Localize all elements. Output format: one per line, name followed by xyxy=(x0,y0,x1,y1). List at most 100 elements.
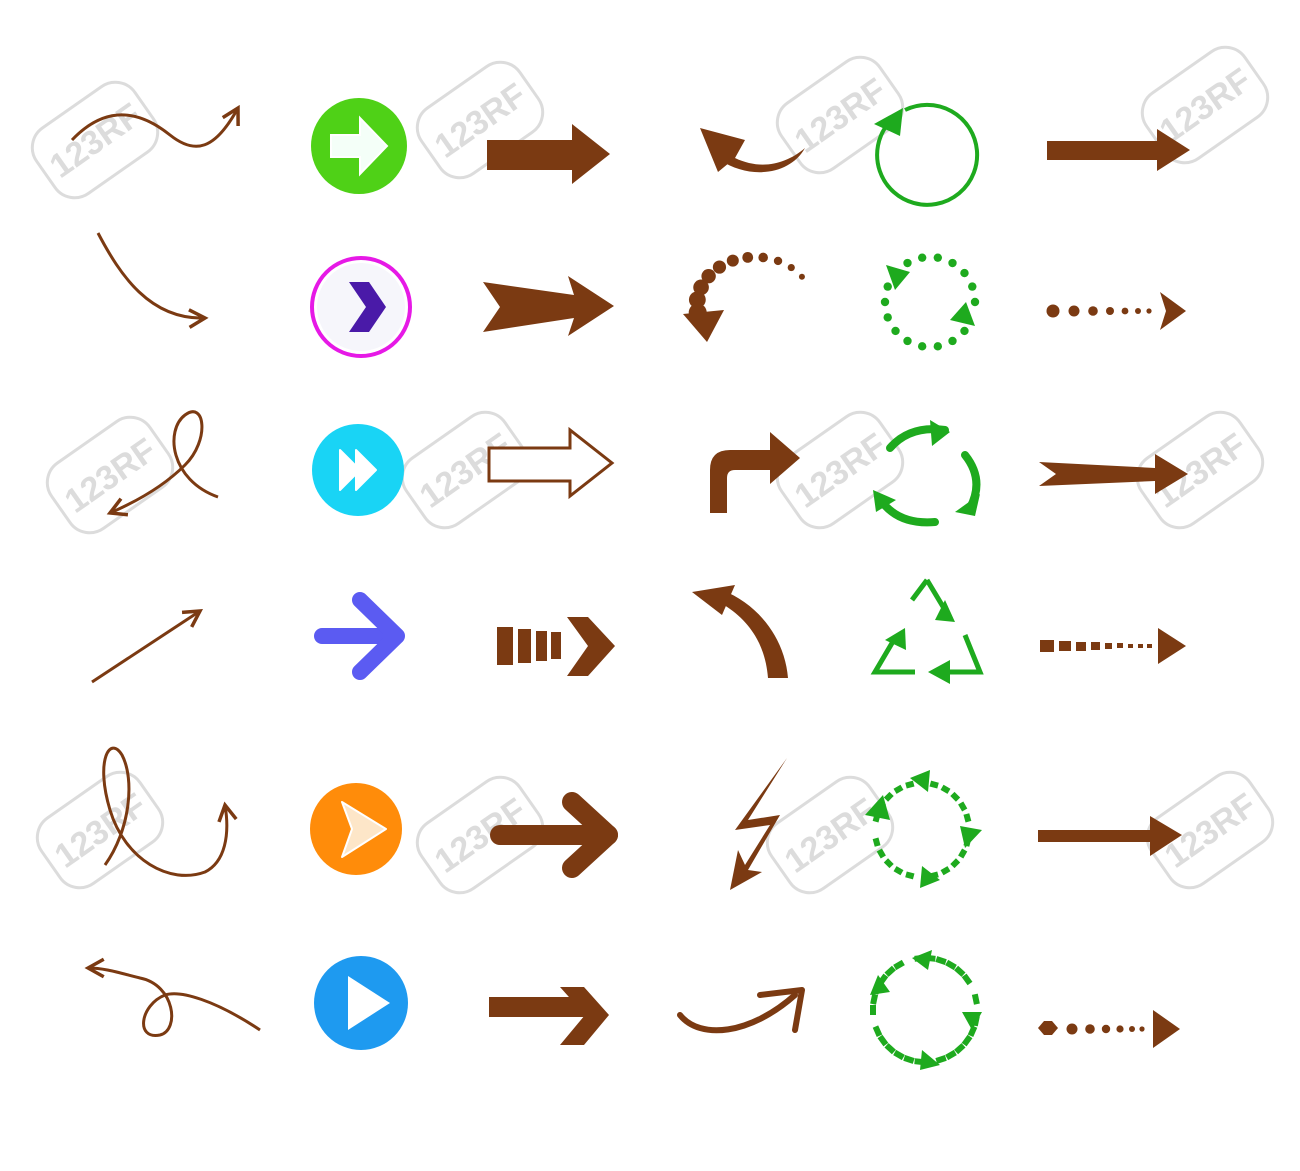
dashed-circle-segment xyxy=(905,871,915,880)
dash-circle-segment xyxy=(884,1043,896,1055)
watermark-stamp: 123RF xyxy=(775,410,905,530)
dotted-curve-dot xyxy=(712,260,727,274)
striped-chevron-arrow-icon xyxy=(497,617,615,676)
dash-circle-segment xyxy=(872,1025,883,1037)
dotted-circle-dot xyxy=(960,326,969,336)
dash-circle-segment xyxy=(914,954,925,962)
bead-dot xyxy=(1129,1026,1135,1032)
block-chevron-arrow-icon xyxy=(489,987,609,1045)
dotted-curve-dot xyxy=(693,279,709,296)
outline-arrow-icon xyxy=(487,426,615,500)
dash-circle-segment xyxy=(971,1015,980,1027)
notched-arrow-icon xyxy=(483,276,614,336)
tapered-arrow-icon xyxy=(1039,454,1188,494)
dashed-circle-segment xyxy=(958,848,968,859)
dotted-circle-dot xyxy=(880,297,890,307)
dotted-arrow-dot xyxy=(1146,308,1152,314)
dash-circle-segment xyxy=(961,973,973,986)
recycle-triangle-icon xyxy=(870,578,984,684)
smile-curve-arrow-icon xyxy=(677,987,805,1034)
circular-refresh-icon xyxy=(874,102,980,207)
dotted-arrow-dot xyxy=(1046,304,1060,318)
dash-circle-segment xyxy=(954,965,966,977)
dashed-circle-segment xyxy=(958,801,968,812)
bead-dot xyxy=(1116,1025,1124,1033)
play-circle-orange-icon xyxy=(310,783,402,875)
dotted-arrow-dot xyxy=(1068,305,1080,317)
dash-circle-segment xyxy=(877,973,889,986)
curved-back-arrow-icon xyxy=(700,128,805,173)
dashed-arrow-segment xyxy=(1040,640,1054,652)
watermark-stamp: 123RF xyxy=(765,775,895,895)
dotted-circle-dot xyxy=(917,253,927,262)
dashed-circle-segment xyxy=(893,866,904,876)
dashed-arrow-icon xyxy=(1158,628,1186,664)
dash-circle-segment xyxy=(870,993,879,1005)
dash-circle-segment xyxy=(903,1055,915,1064)
rounded-arrow-icon xyxy=(314,592,405,680)
dashed-circle-segment xyxy=(963,837,972,847)
swoosh-arrow-icon xyxy=(96,232,205,318)
diagonal-arrow-icon xyxy=(91,611,200,684)
dashed-circle-segment xyxy=(876,848,886,859)
dotted-arrow-icon xyxy=(1160,292,1186,330)
dash-circle-segment xyxy=(945,1049,957,1061)
fast-forward-circle-icon xyxy=(312,424,404,516)
dashed-circle-segment xyxy=(940,866,951,876)
dash-circle-segment xyxy=(914,1058,925,1066)
bead-dot xyxy=(1066,1023,1078,1035)
dashed-circle-segment xyxy=(905,780,915,789)
dotted-circle-dot xyxy=(883,313,892,322)
thick-chevron-arrow-icon xyxy=(490,792,618,878)
dash-segment-circle-icon xyxy=(870,950,982,1070)
dotted-circle-dot xyxy=(970,297,980,307)
dashed-circle-segment xyxy=(929,780,939,789)
dashed-circle-segment xyxy=(940,784,951,794)
dotted-curve-dot xyxy=(726,254,739,267)
circle-arrow-green-icon xyxy=(311,98,407,194)
plain-arrow-icon xyxy=(1038,816,1182,856)
curly-back-arrow-icon xyxy=(88,968,261,1037)
dotted-arrow-dot xyxy=(1135,308,1141,314)
play-circle-blue-icon xyxy=(314,956,408,1050)
dotted-circle-dot xyxy=(891,326,900,336)
dashed-circle-segment xyxy=(929,871,939,880)
dash-circle-segment xyxy=(967,1025,978,1037)
watermark-stamp: 123RF xyxy=(30,80,160,200)
dash-circle-segment xyxy=(961,1034,973,1047)
dashed-arrow-segment xyxy=(1117,643,1123,648)
loop-curl-arrow-icon xyxy=(102,746,227,877)
dash-circle-segment xyxy=(925,954,936,962)
wavy-arrow-icon xyxy=(70,108,238,148)
dashed-arrow-segment xyxy=(1105,643,1112,649)
lightning-arrow-icon xyxy=(730,758,787,890)
dashed-arrow-segment xyxy=(1091,642,1100,650)
dash-circle-segment xyxy=(872,983,883,995)
dotted-arrow-dot xyxy=(1121,307,1129,315)
dash-circle-segment xyxy=(945,959,957,971)
dotted-curve-dot xyxy=(787,263,795,272)
dotted-circle-dot xyxy=(883,282,892,291)
dotted-circle-arrows-icon xyxy=(886,265,975,326)
dotted-curve-dot xyxy=(688,291,706,309)
dotted-arrow-dot xyxy=(1088,306,1098,316)
dashed-circle-segment xyxy=(950,858,961,869)
watermark-stamp: 123RF xyxy=(35,770,165,890)
dashed-circle-segment xyxy=(872,813,881,823)
dotted-circle-dot xyxy=(960,268,969,278)
dashed-circle-segment xyxy=(872,837,881,847)
dashed-circle-segment xyxy=(950,791,961,802)
dotted-circle-dot xyxy=(968,282,977,291)
dash-circle-segment xyxy=(954,1043,966,1055)
dashed-arrow-segment xyxy=(1138,644,1143,648)
dotted-circle-dot xyxy=(933,253,943,262)
dotted-curve-dot xyxy=(773,256,783,266)
dotted-curve-dot xyxy=(742,251,754,263)
dash-circle-segment xyxy=(884,965,896,977)
svg-text:123RF: 123RF xyxy=(778,791,883,881)
dashed-circle-arrows-icon xyxy=(865,770,982,888)
dash-circle-segment xyxy=(935,956,947,965)
svg-text:123RF: 123RF xyxy=(43,96,148,186)
dashed-arrow-segment xyxy=(1128,644,1133,648)
bead-dotted-arrow-icon xyxy=(1038,1010,1180,1048)
